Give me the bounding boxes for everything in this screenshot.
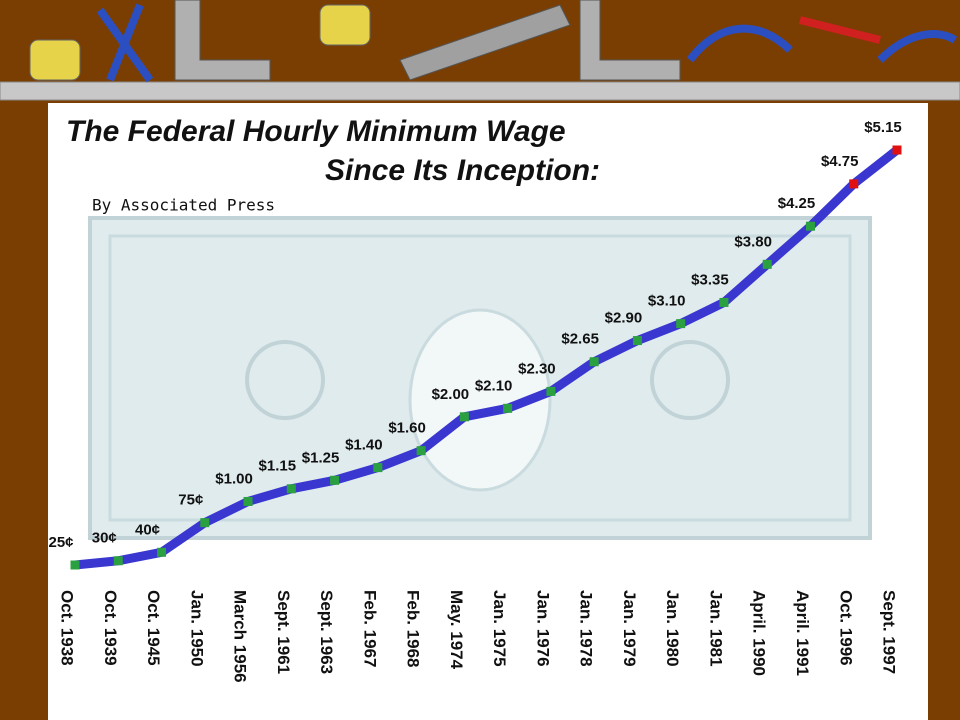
chart-title: The Federal Hourly Minimum Wage <box>66 115 566 148</box>
value-label: $2.65 <box>561 331 599 348</box>
value-label: $2.90 <box>605 310 643 327</box>
x-tick-label: Jan. 1979 <box>620 590 639 667</box>
marker <box>459 412 469 422</box>
screwdriver <box>799 16 881 44</box>
bill-border <box>108 234 852 522</box>
saw <box>399 4 571 81</box>
value-label: $2.00 <box>432 386 470 403</box>
x-tick-label: Jan. 1981 <box>706 590 725 667</box>
x-tick-label: Oct. 1938 <box>58 590 77 666</box>
tape-measure <box>319 4 371 46</box>
marker <box>589 357 599 367</box>
x-tick-label: Oct. 1945 <box>144 590 163 666</box>
value-label: 30¢ <box>92 530 117 547</box>
x-tick-label: Sept. 1997 <box>880 590 899 674</box>
x-tick-label: Feb. 1968 <box>404 590 423 668</box>
toolbar-shelf <box>0 81 960 101</box>
value-label: 25¢ <box>48 534 73 551</box>
marker <box>70 560 80 570</box>
value-label: 40¢ <box>135 521 160 538</box>
marker <box>892 145 902 155</box>
x-tick-label: Feb. 1967 <box>360 590 379 668</box>
marker <box>200 518 210 528</box>
x-tick-label: March 1956 <box>231 590 250 683</box>
tape-measure <box>29 39 81 81</box>
chart-subtitle: Since Its Inception: <box>325 154 600 187</box>
x-tick-label: Sept. 1961 <box>274 590 293 674</box>
value-label: $4.25 <box>778 195 816 212</box>
pliers <box>877 30 958 63</box>
value-label: $1.25 <box>302 449 340 466</box>
x-tick-label: Oct. 1996 <box>836 590 855 666</box>
value-label: $1.40 <box>345 437 383 454</box>
marker <box>503 403 513 413</box>
bill-seal <box>245 340 325 420</box>
x-tick-label: Jan. 1980 <box>663 590 682 667</box>
x-tick-label: May. 1974 <box>447 590 466 670</box>
marker <box>849 179 859 189</box>
value-label: $1.00 <box>215 470 253 487</box>
value-label: $3.80 <box>734 233 772 250</box>
marker <box>286 484 296 494</box>
x-tick-label: Sept. 1963 <box>317 590 336 674</box>
marker <box>330 475 340 485</box>
x-tick-label: April. 1991 <box>793 590 812 676</box>
square <box>174 0 271 81</box>
marker <box>805 221 815 231</box>
dollar-bill <box>88 216 872 540</box>
marker <box>243 496 253 506</box>
value-label: 75¢ <box>178 492 203 509</box>
marker <box>113 556 123 566</box>
value-label: $1.15 <box>259 458 297 475</box>
value-label: $2.30 <box>518 360 556 377</box>
line <box>74 146 900 570</box>
x-tick-label: Jan. 1976 <box>533 590 552 667</box>
pliers <box>96 3 154 83</box>
marker <box>762 259 772 269</box>
toolbar <box>0 0 960 101</box>
bill-portrait <box>408 308 552 492</box>
chart-source: By Associated Press <box>92 196 275 215</box>
marker <box>676 319 686 329</box>
value-label: $2.10 <box>475 377 513 394</box>
marker <box>546 386 556 396</box>
square <box>579 0 681 81</box>
x-tick-label: Jan. 1978 <box>577 590 596 667</box>
x-tick-label: April. 1990 <box>750 590 769 676</box>
value-label: $3.10 <box>648 293 686 310</box>
marker <box>373 463 383 473</box>
marker <box>632 336 642 346</box>
marker <box>719 297 729 307</box>
marker <box>416 446 426 456</box>
bill-seal <box>650 340 730 420</box>
x-tick-label: Oct. 1939 <box>101 590 120 666</box>
x-tick-label: Jan. 1975 <box>490 590 509 667</box>
pliers <box>686 24 793 63</box>
value-label: $4.75 <box>821 153 859 170</box>
value-label: $3.35 <box>691 271 729 288</box>
marker <box>157 547 167 557</box>
value-label: $1.60 <box>388 420 426 437</box>
value-label: $5.15 <box>864 119 902 136</box>
x-tick-label: Jan. 1950 <box>187 590 206 667</box>
